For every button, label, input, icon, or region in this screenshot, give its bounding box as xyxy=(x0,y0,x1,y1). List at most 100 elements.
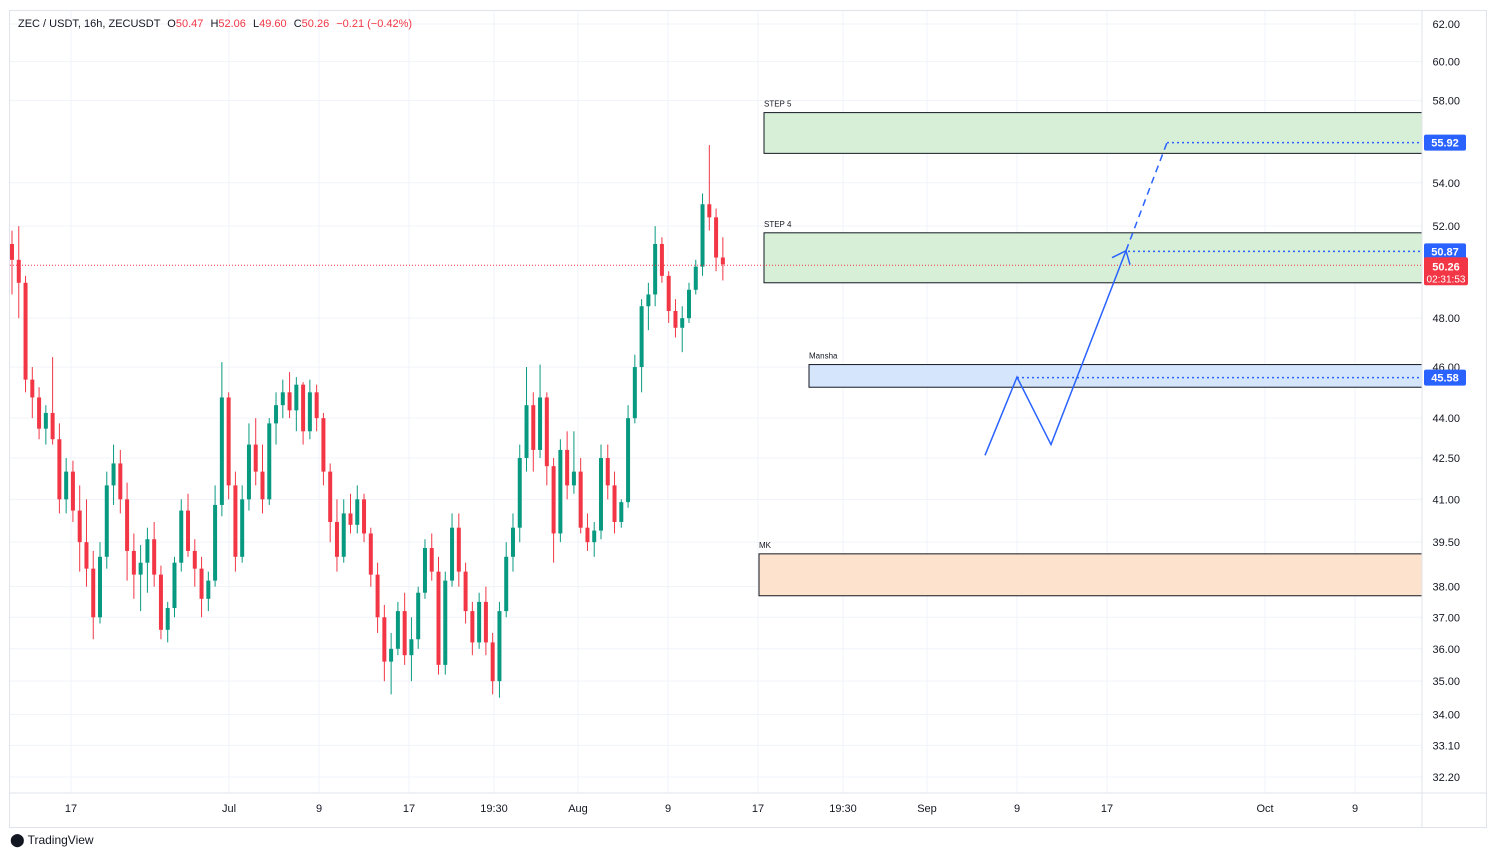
candle-body xyxy=(287,392,292,411)
candle-body xyxy=(104,485,109,557)
candle-body xyxy=(666,275,671,311)
candle-body xyxy=(43,412,48,429)
candle-body xyxy=(91,568,96,618)
close-label: C xyxy=(293,18,302,30)
candle-body xyxy=(131,550,136,575)
zone-label: Mansha xyxy=(809,352,838,361)
candle-body xyxy=(355,499,360,525)
candle-body xyxy=(605,458,610,486)
candle-body xyxy=(680,318,685,328)
candle-body xyxy=(118,463,123,500)
candle-body xyxy=(470,611,475,643)
candle-body xyxy=(436,571,441,665)
x-tick-label: Sep xyxy=(917,803,937,815)
candle-body xyxy=(348,513,353,525)
candle-body xyxy=(395,611,400,649)
y-tick-label: 42.50 xyxy=(1432,453,1460,465)
x-tick-label: 9 xyxy=(1352,803,1358,815)
high-label: H xyxy=(210,18,219,30)
current-price-tag xyxy=(1424,257,1468,286)
candle-body xyxy=(172,562,177,609)
candle-body xyxy=(409,639,414,656)
x-tick-label: 9 xyxy=(1014,803,1020,815)
candle-body xyxy=(213,504,218,581)
candle-body xyxy=(456,527,461,572)
y-tick-label: 35.00 xyxy=(1432,676,1460,688)
candle-body xyxy=(429,547,434,572)
candle-body xyxy=(450,527,455,581)
candle-body xyxy=(463,571,468,612)
candle-body xyxy=(571,471,576,486)
candle-body xyxy=(219,397,224,505)
candle-body xyxy=(653,243,658,295)
candle-body xyxy=(362,499,367,534)
candle-body xyxy=(260,471,265,500)
axes: 62.0060.0058.0054.0052.0048.0046.0044.00… xyxy=(10,11,1486,828)
change-value: −0.21 (−0.42%) xyxy=(336,18,413,30)
zone-label: STEP 4 xyxy=(764,220,792,229)
y-tick-label: 52.00 xyxy=(1432,221,1460,233)
candle-body xyxy=(443,580,448,665)
candle-body xyxy=(626,418,631,503)
candle-body xyxy=(483,601,488,643)
price-tag-55.92 xyxy=(1424,134,1466,151)
x-tick-label: Aug xyxy=(568,803,588,815)
current-price-label: 50.26 xyxy=(1432,261,1460,273)
zone-label: MK xyxy=(759,541,772,550)
candle-body xyxy=(274,405,279,424)
candle-body xyxy=(578,471,583,528)
candle-body xyxy=(84,542,89,569)
candle-body xyxy=(422,547,427,593)
candle-body xyxy=(267,423,272,500)
candle-body xyxy=(158,574,163,630)
low-value: 49.60 xyxy=(259,18,287,30)
candle-body xyxy=(517,458,522,528)
x-tick-label: 19:30 xyxy=(480,803,508,815)
y-tick-label: 58.00 xyxy=(1432,96,1460,108)
candle-body xyxy=(504,556,509,612)
candle-body xyxy=(510,527,515,557)
candle-body xyxy=(687,289,691,319)
candle-body xyxy=(30,379,35,398)
candle-body xyxy=(50,412,55,440)
x-tick-label: 17 xyxy=(752,803,764,815)
candle-body xyxy=(226,397,231,486)
candle-body xyxy=(199,568,204,599)
price-tag-45.58 xyxy=(1424,369,1466,386)
y-tick-label: 54.00 xyxy=(1432,178,1460,190)
zones: STEP 5 STEP 4 Mansha MK xyxy=(758,100,1423,597)
x-tick-label: 17 xyxy=(1101,803,1113,815)
y-tick-label: 37.00 xyxy=(1432,612,1460,624)
candle-body xyxy=(416,592,421,640)
candle-body xyxy=(592,530,597,543)
chart-frame[interactable] xyxy=(9,10,1487,828)
candle-body xyxy=(368,533,373,575)
candle-body xyxy=(186,510,191,551)
y-tick-label: 48.00 xyxy=(1432,313,1460,325)
candle-body xyxy=(524,405,529,459)
symbol-title[interactable]: ZEC / USDT, 16h, ZECUSDT xyxy=(18,18,161,30)
y-tick-label: 44.00 xyxy=(1432,413,1460,425)
candle-body xyxy=(307,392,312,432)
candle-body xyxy=(558,449,563,534)
y-tick-label: 33.10 xyxy=(1432,740,1460,752)
candle-body xyxy=(693,266,698,290)
projection-dashed xyxy=(1125,142,1168,251)
y-tick-label: 38.00 xyxy=(1432,582,1460,594)
candle-body xyxy=(341,513,346,557)
x-tick-label: 17 xyxy=(403,803,415,815)
candles xyxy=(10,145,725,698)
tradingview-brand[interactable]: ⬤︎ TradingView xyxy=(10,832,94,848)
candle-body xyxy=(382,617,387,662)
candle-body xyxy=(538,397,543,450)
zone-label: STEP 5 xyxy=(764,100,792,109)
x-tick-label: Jul xyxy=(222,803,236,815)
candle-body xyxy=(646,294,651,307)
candle-body xyxy=(192,550,197,569)
candle-body xyxy=(314,392,319,419)
x-tick-label: 19:30 xyxy=(829,803,857,815)
candle-body xyxy=(531,405,536,450)
y-tick-label: 32.20 xyxy=(1432,772,1460,784)
candle-body xyxy=(165,608,170,630)
